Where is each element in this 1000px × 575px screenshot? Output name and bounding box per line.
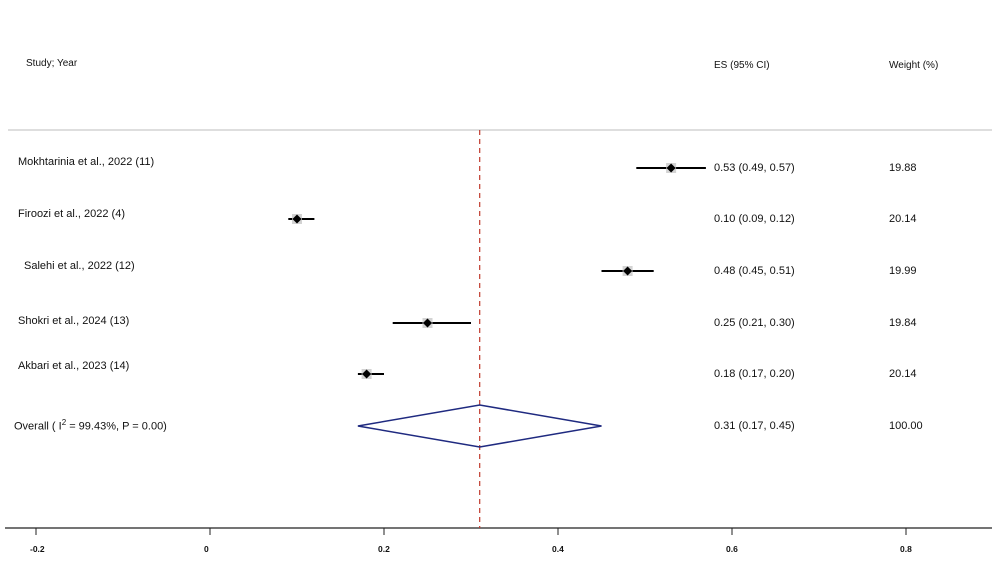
study-label: Firoozi et al., 2022 (4) [18, 208, 125, 220]
weight-value: 19.99 [889, 265, 917, 277]
weight-header: Weight (%) [889, 60, 939, 71]
es-value: 0.18 (0.17, 0.20) [714, 368, 795, 380]
overall-label: Overall ( I2 = 99.43%, P = 0.00) [14, 418, 167, 433]
x-tick-label: 0.6 [726, 544, 738, 554]
overall-diamond [357, 404, 602, 448]
x-tick-label: -0.2 [30, 544, 45, 554]
es-value: 0.10 (0.09, 0.12) [714, 213, 795, 225]
point-estimate [666, 163, 676, 173]
x-tick-label: 0.8 [900, 544, 912, 554]
x-tick-label: 0 [204, 544, 209, 554]
es-value: 0.48 (0.45, 0.51) [714, 265, 795, 277]
x-tick-label: 0.2 [378, 544, 390, 554]
weight-value: 19.88 [889, 162, 917, 174]
es-value: 0.25 (0.21, 0.30) [714, 317, 795, 329]
study-header: Study; Year [26, 58, 78, 69]
point-estimate [292, 214, 302, 224]
study-label: Akbari et al., 2023 (14) [18, 360, 130, 372]
point-estimate [623, 266, 633, 276]
weight-value: 19.84 [889, 317, 917, 329]
study-label: Mokhtarinia et al., 2022 (11) [18, 156, 155, 168]
point-estimate [362, 369, 372, 379]
es-header: ES (95% CI) [714, 60, 770, 71]
weight-value: 20.14 [889, 213, 917, 225]
overall-weight-value: 100.00 [889, 420, 923, 432]
overall-es-value: 0.31 (0.17, 0.45) [714, 420, 795, 432]
study-label: Salehi et al., 2022 (12) [24, 260, 135, 272]
weight-value: 20.14 [889, 368, 917, 380]
study-label: Shokri et al., 2024 (13) [18, 315, 130, 327]
point-estimate [423, 318, 432, 328]
x-tick-label: 0.4 [552, 544, 564, 554]
es-value: 0.53 (0.49, 0.57) [714, 162, 795, 174]
